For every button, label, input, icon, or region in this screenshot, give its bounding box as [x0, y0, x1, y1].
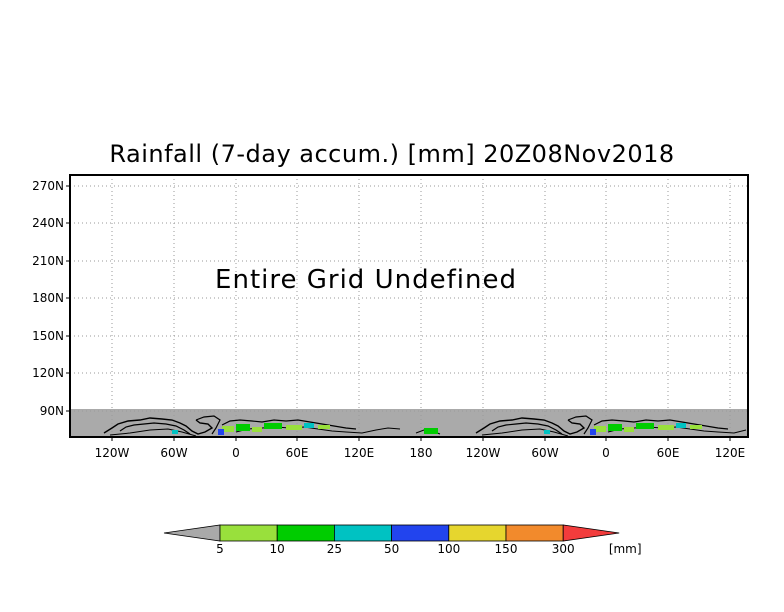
colorbar-segment [391, 524, 450, 542]
x-tick-label: 60E [286, 446, 309, 460]
colorbar-segment [276, 524, 335, 542]
colorbar-tick-label: 25 [327, 542, 342, 556]
x-tick-label: 60W [160, 446, 187, 460]
x-tick-label: 60E [657, 446, 680, 460]
y-tick-label: 120N [32, 366, 64, 380]
x-tick-label: 180 [410, 446, 433, 460]
colorbar-segment [448, 524, 507, 542]
y-tick-label: 150N [32, 329, 64, 343]
colorbar-tick-label: 300 [552, 542, 575, 556]
rainfall-patches [172, 423, 702, 435]
x-tick-label: 120W [95, 446, 130, 460]
map-title: Rainfall (7-day accum.) [mm] 20Z08Nov201… [109, 140, 675, 168]
x-tick-label: 120E [715, 446, 746, 460]
colorbar-segment [505, 524, 564, 542]
x-tick-label: 120E [344, 446, 375, 460]
y-tick-label: 240N [32, 216, 64, 230]
colorbar-segment [163, 524, 221, 542]
plot-frame [69, 174, 749, 438]
x-tick-label: 0 [602, 446, 610, 460]
x-tick-label: 60W [531, 446, 558, 460]
y-tick-label: 270N [32, 179, 64, 193]
colorbar-tick-label: 150 [495, 542, 518, 556]
colorbar-segment [333, 524, 392, 542]
colorbar-tick-label: 50 [384, 542, 399, 556]
y-axis: 270N 240N 210N 180N 150N 120N 90N [32, 179, 70, 418]
colorbar-segment [562, 524, 620, 542]
undefined-message: Entire Grid Undefined [215, 265, 517, 295]
x-tick-label: 0 [232, 446, 240, 460]
x-tick-label: 120W [466, 446, 501, 460]
x-axis: 120W 60W 0 60E 120E 180 120W 60W 0 60E 120E [95, 437, 746, 460]
colorbar-unit: [mm] [609, 542, 642, 556]
grid-lines [70, 175, 748, 437]
colorbar-tick-label: 100 [437, 542, 460, 556]
colorbar-tick-label: 10 [270, 542, 285, 556]
y-tick-label: 180N [32, 291, 64, 305]
y-tick-label: 90N [40, 404, 64, 418]
y-tick-label: 210N [32, 254, 64, 268]
plot-area [70, 175, 748, 437]
colorbar-tick-label: 5 [216, 542, 224, 556]
colorbar: 5 10 25 50 100 150 300 [mm] [163, 524, 642, 556]
colorbar-segment [219, 524, 278, 542]
